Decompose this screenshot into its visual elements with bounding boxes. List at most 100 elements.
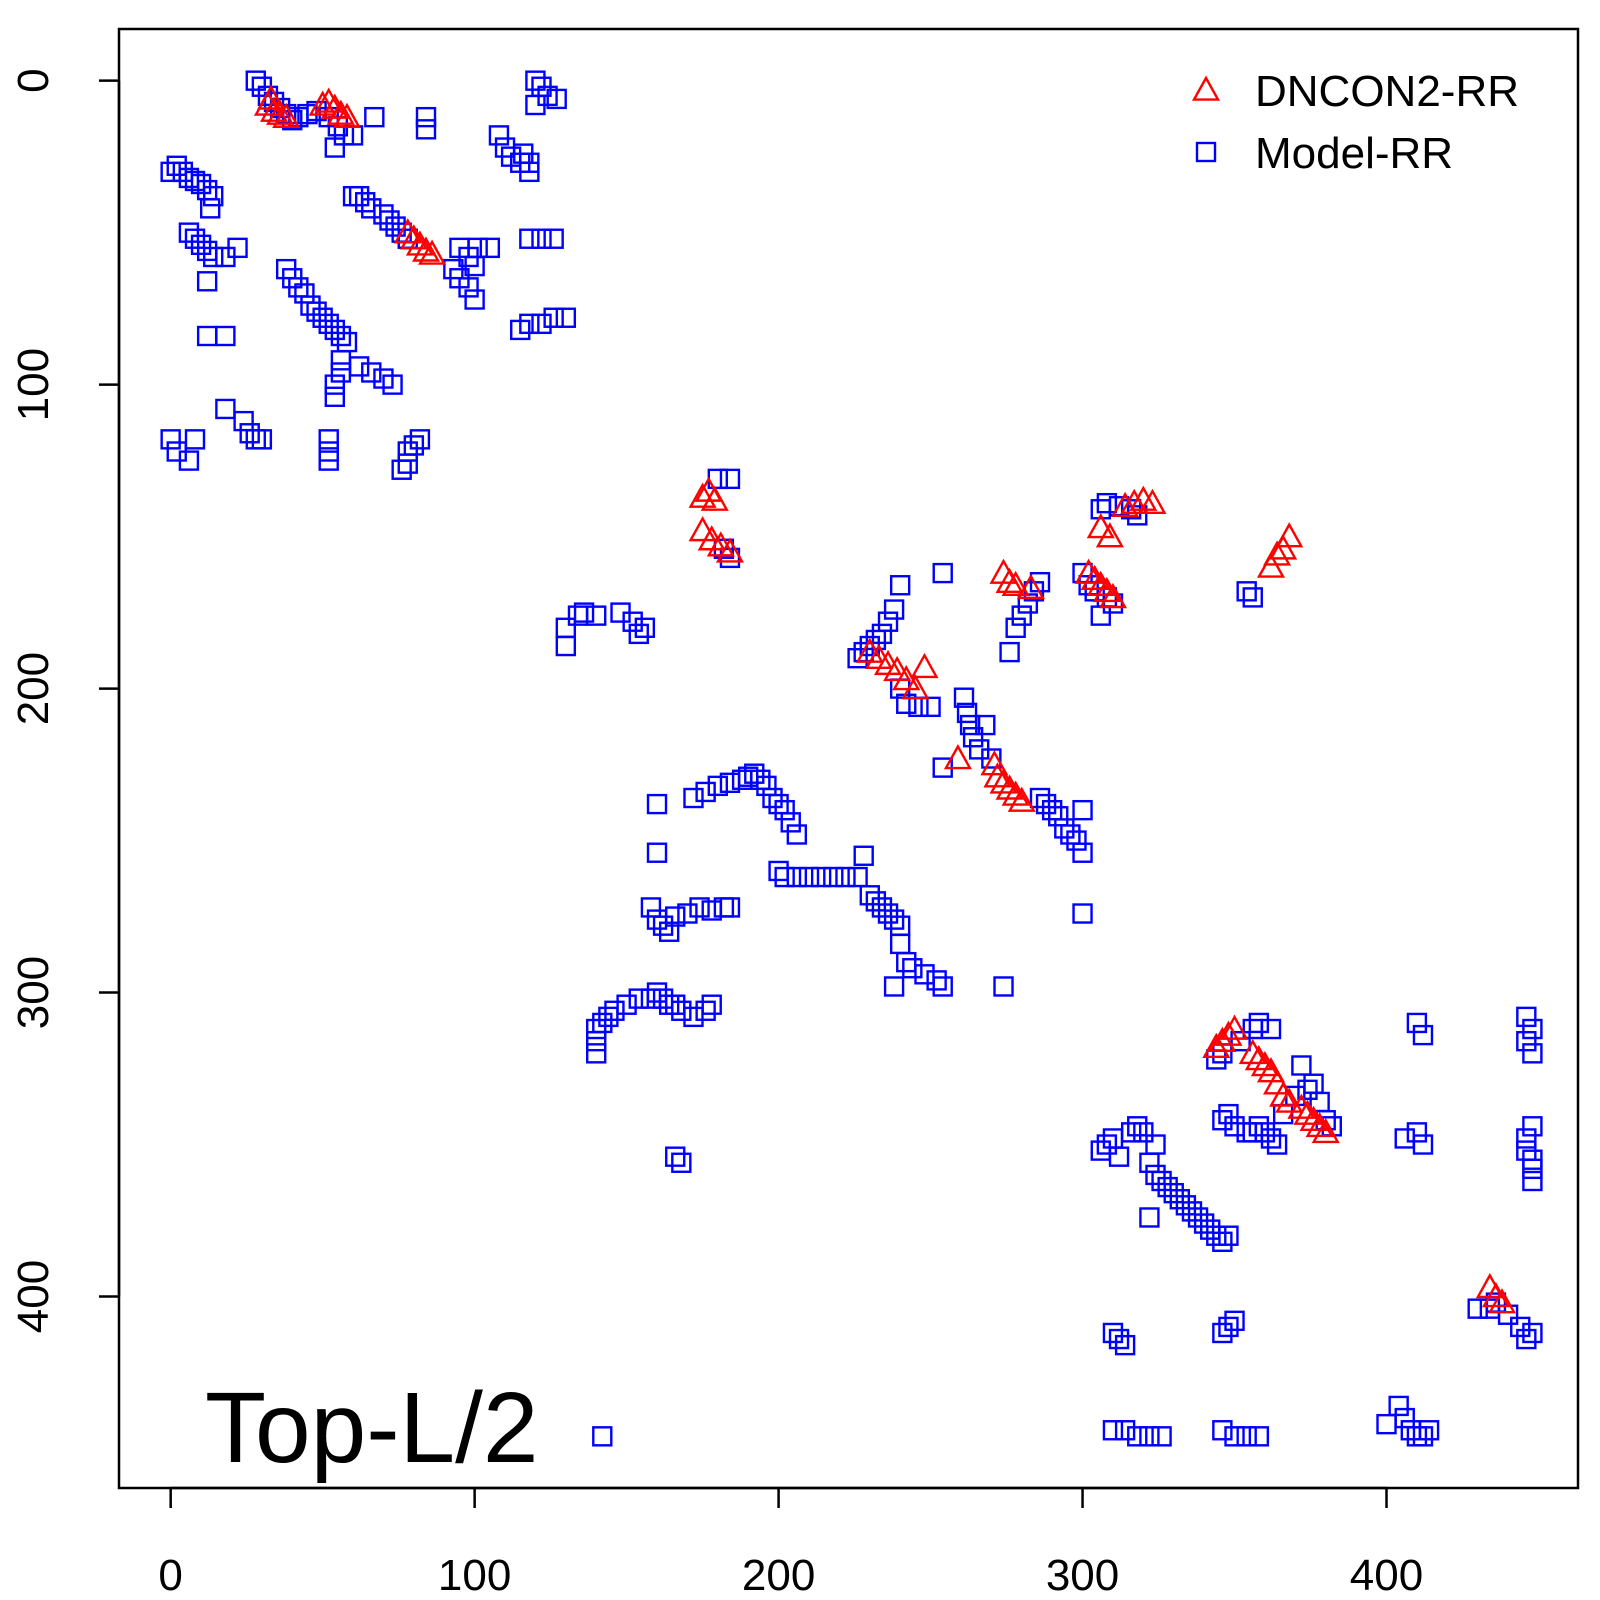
square-point: [525, 94, 546, 116]
square-point: [1412, 1426, 1434, 1447]
square-point: [531, 228, 552, 249]
legend-square-icon: [1195, 141, 1217, 163]
square-point: [239, 423, 260, 444]
square-point: [1248, 1012, 1270, 1034]
square-point: [835, 866, 856, 888]
triangle-point: [1208, 1026, 1237, 1052]
square-point: [1169, 1189, 1191, 1210]
square-point: [877, 611, 899, 632]
square-point: [1102, 1322, 1124, 1344]
y-tick-label: 400: [9, 1260, 58, 1333]
square-point: [1157, 1176, 1178, 1198]
square-point: [1127, 1116, 1148, 1137]
square-point: [1248, 1426, 1270, 1447]
square-point: [294, 283, 315, 304]
square-point: [634, 617, 656, 638]
square-point: [1114, 1334, 1136, 1356]
square-point: [1163, 1182, 1184, 1204]
triangle-point: [259, 96, 289, 122]
square-point: [318, 313, 339, 335]
triangle-point: [1481, 1282, 1510, 1308]
square-point: [330, 325, 352, 347]
triangle-point: [405, 230, 434, 256]
square-point: [598, 1006, 619, 1028]
x-tick-label: 200: [742, 1551, 815, 1600]
square-point: [823, 866, 844, 888]
square-point: [786, 824, 808, 845]
triangle-point: [715, 537, 744, 563]
x-axis: 0 100 200 300 400: [158, 1486, 1423, 1600]
square-point: [525, 70, 546, 91]
triangle-point: [995, 774, 1024, 800]
square-point: [975, 714, 996, 736]
square-point: [1291, 1055, 1312, 1076]
square-point: [871, 623, 893, 645]
square-point: [324, 137, 346, 158]
square-point: [665, 994, 686, 1015]
x-tick-label: 300: [1046, 1551, 1119, 1600]
square-point: [1151, 1426, 1172, 1447]
square-point: [318, 429, 339, 450]
square-point: [1212, 1110, 1233, 1131]
square-point: [251, 429, 273, 450]
x-tick-label: 400: [1350, 1551, 1423, 1600]
triangle-point: [995, 567, 1024, 594]
square-point: [1139, 1207, 1160, 1228]
square-point: [1522, 1116, 1543, 1137]
square-point: [1297, 1079, 1318, 1101]
square-point: [1066, 830, 1087, 851]
square-point: [1072, 842, 1093, 863]
square-point: [956, 702, 978, 724]
square-point: [531, 313, 552, 335]
square-point: [677, 903, 698, 924]
square-point: [409, 429, 431, 450]
triangle-point: [1001, 780, 1030, 806]
square-point: [364, 106, 385, 128]
square-point: [932, 562, 953, 584]
square-point: [1516, 1328, 1537, 1350]
square-point: [646, 793, 668, 815]
triangle-point: [1086, 570, 1115, 597]
square-point: [646, 842, 668, 863]
square-point: [382, 374, 403, 395]
square-point: [1206, 1225, 1227, 1246]
triangle-point: [1299, 1105, 1328, 1132]
square-point: [1260, 1018, 1282, 1040]
y-tick-label: 100: [9, 348, 58, 421]
square-point: [701, 994, 722, 1015]
square-point: [592, 1426, 613, 1447]
square-point: [306, 301, 327, 322]
series-square: [160, 70, 1543, 1447]
square-point: [1510, 1316, 1531, 1338]
triangle-point: [256, 84, 286, 110]
square-point: [1418, 1420, 1440, 1441]
square-point: [774, 866, 795, 888]
square-point: [1388, 1395, 1409, 1417]
legend-label: Model-RR: [1255, 129, 1453, 178]
square-point: [762, 787, 783, 809]
x-tick-label: 100: [438, 1551, 511, 1600]
square-point: [1193, 1213, 1215, 1234]
square-point: [1120, 1122, 1142, 1143]
triangle-point: [1007, 786, 1036, 812]
square-point: [953, 687, 975, 708]
square-point: [190, 173, 212, 195]
square-point: [1522, 1170, 1543, 1192]
square-point: [1127, 1426, 1148, 1447]
square-point: [166, 155, 187, 176]
square-point: [1522, 1018, 1543, 1040]
square-point: [1406, 1012, 1428, 1034]
square-point: [719, 468, 741, 490]
square-point: [1145, 1164, 1166, 1186]
square-point: [756, 775, 777, 797]
square-point: [1516, 1030, 1537, 1052]
square-point: [1181, 1201, 1203, 1222]
square-point: [1406, 1122, 1428, 1143]
triangle-point: [326, 99, 355, 125]
triangle-point: [1202, 1032, 1231, 1059]
triangle-point: [308, 90, 337, 116]
triangle-point: [1311, 1117, 1340, 1144]
triangle-point: [1120, 488, 1149, 514]
square-point: [1236, 581, 1257, 602]
